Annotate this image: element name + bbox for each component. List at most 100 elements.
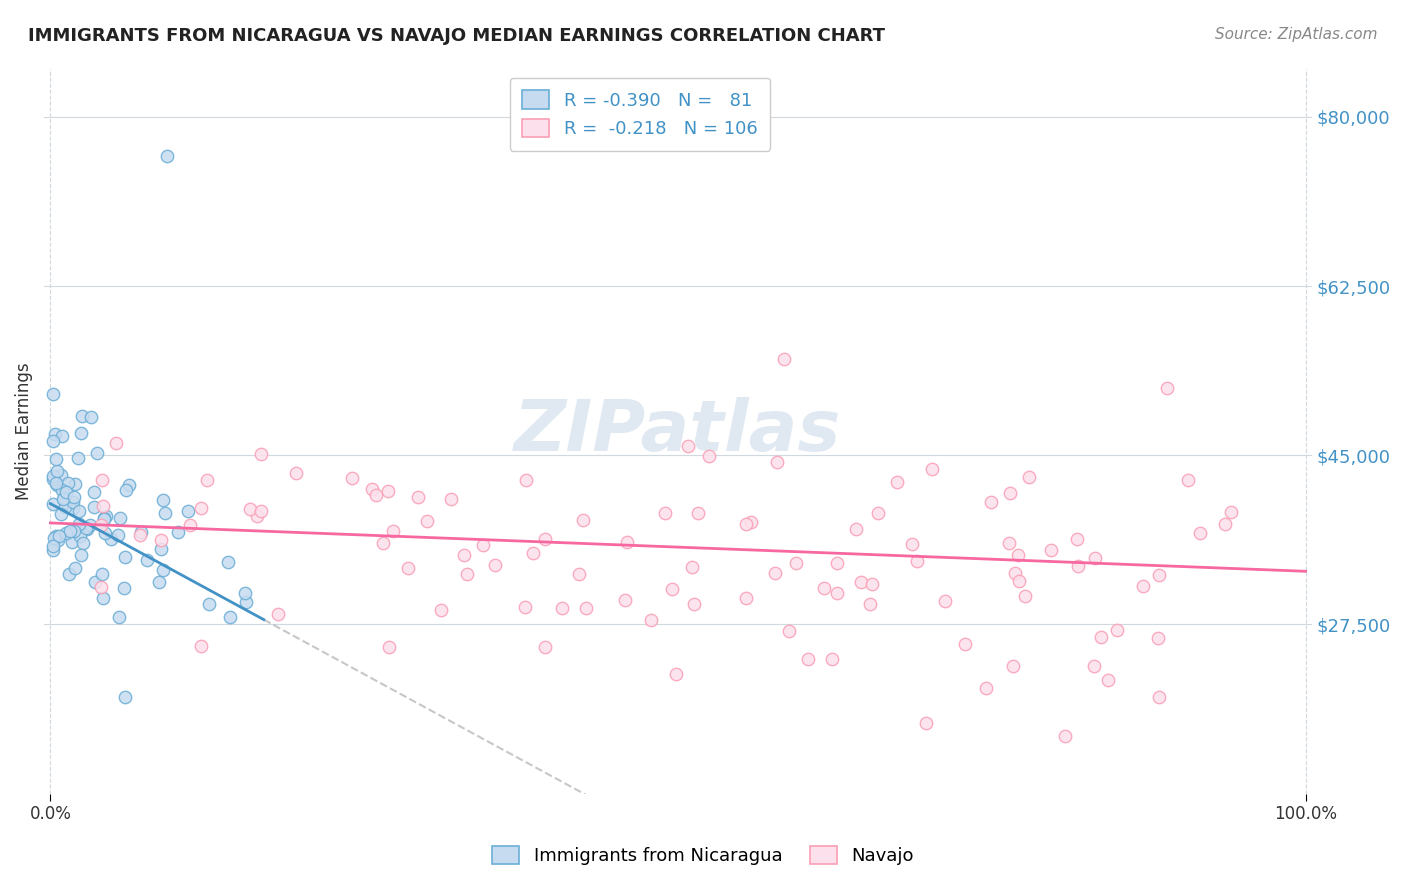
Point — [921, 462, 943, 476]
Point — [1097, 673, 1119, 687]
Point — [364, 488, 387, 502]
Point — [285, 466, 308, 480]
Point — [763, 566, 786, 580]
Point — [1147, 568, 1170, 582]
Point — [765, 455, 787, 469]
Point — [825, 556, 848, 570]
Point — [1054, 729, 1077, 743]
Point — [91, 474, 114, 488]
Point — [868, 506, 890, 520]
Point — [676, 439, 699, 453]
Point — [1090, 630, 1112, 644]
Point — [129, 528, 152, 542]
Point — [534, 640, 557, 655]
Point — [190, 501, 212, 516]
Point — [429, 603, 451, 617]
Point — [93, 511, 115, 525]
Point — [195, 473, 218, 487]
Point — [60, 534, 83, 549]
Text: IMMIGRANTS FROM NICARAGUA VS NAVAJO MEDIAN EARNINGS CORRELATION CHART: IMMIGRANTS FROM NICARAGUA VS NAVAJO MEDI… — [28, 27, 886, 45]
Point — [235, 595, 257, 609]
Point — [105, 436, 128, 450]
Point — [94, 509, 117, 524]
Point — [152, 563, 174, 577]
Point — [1004, 566, 1026, 580]
Point — [785, 556, 807, 570]
Point — [613, 592, 636, 607]
Point — [235, 586, 257, 600]
Point — [998, 535, 1021, 549]
Point — [797, 652, 820, 666]
Point — [471, 538, 494, 552]
Point — [1066, 533, 1088, 547]
Point — [69, 426, 91, 441]
Point — [83, 484, 105, 499]
Point — [821, 652, 844, 666]
Point — [148, 575, 170, 590]
Legend: Immigrants from Nicaragua, Navajo: Immigrants from Nicaragua, Navajo — [484, 837, 922, 874]
Point — [859, 598, 882, 612]
Point — [534, 532, 557, 546]
Point — [568, 566, 591, 581]
Point — [58, 524, 80, 538]
Point — [980, 494, 1002, 508]
Point — [100, 532, 122, 546]
Point — [654, 506, 676, 520]
Point — [953, 637, 976, 651]
Point — [46, 464, 69, 478]
Point — [342, 471, 364, 485]
Text: Source: ZipAtlas.com: Source: ZipAtlas.com — [1215, 27, 1378, 42]
Point — [65, 561, 87, 575]
Point — [360, 482, 382, 496]
Point — [63, 490, 86, 504]
Point — [72, 536, 94, 550]
Point — [55, 526, 77, 541]
Point — [1007, 548, 1029, 562]
Point — [267, 607, 290, 622]
Point — [58, 476, 80, 491]
Point — [166, 525, 188, 540]
Point — [439, 491, 461, 506]
Point — [396, 560, 419, 574]
Point — [129, 524, 152, 539]
Point — [778, 624, 800, 639]
Point — [371, 535, 394, 549]
Point — [682, 597, 704, 611]
Point — [1213, 516, 1236, 531]
Point — [851, 574, 873, 589]
Point — [905, 554, 928, 568]
Point — [640, 613, 662, 627]
Point — [239, 502, 262, 516]
Point — [1083, 659, 1105, 673]
Point — [62, 495, 84, 509]
Text: ZIPatlas: ZIPatlas — [515, 397, 842, 466]
Point — [51, 483, 73, 498]
Point — [772, 351, 794, 366]
Point — [484, 558, 506, 573]
Point — [513, 600, 536, 615]
Point — [1147, 631, 1170, 645]
Point — [901, 537, 924, 551]
Y-axis label: Median Earnings: Median Earnings — [15, 362, 32, 500]
Point — [1105, 623, 1128, 637]
Point — [51, 467, 73, 482]
Point — [67, 516, 90, 531]
Point — [575, 600, 598, 615]
Point — [1000, 486, 1022, 500]
Point — [179, 517, 201, 532]
Point — [93, 511, 115, 525]
Point — [522, 546, 544, 560]
Point — [456, 567, 478, 582]
Point — [91, 500, 114, 514]
Point — [51, 429, 73, 443]
Point — [112, 581, 135, 595]
Point — [572, 513, 595, 527]
Point — [45, 529, 67, 543]
Point — [51, 507, 73, 521]
Point — [44, 427, 66, 442]
Point — [70, 549, 93, 563]
Point — [107, 527, 129, 541]
Point — [44, 531, 66, 545]
Point — [686, 506, 709, 520]
Point — [551, 601, 574, 615]
